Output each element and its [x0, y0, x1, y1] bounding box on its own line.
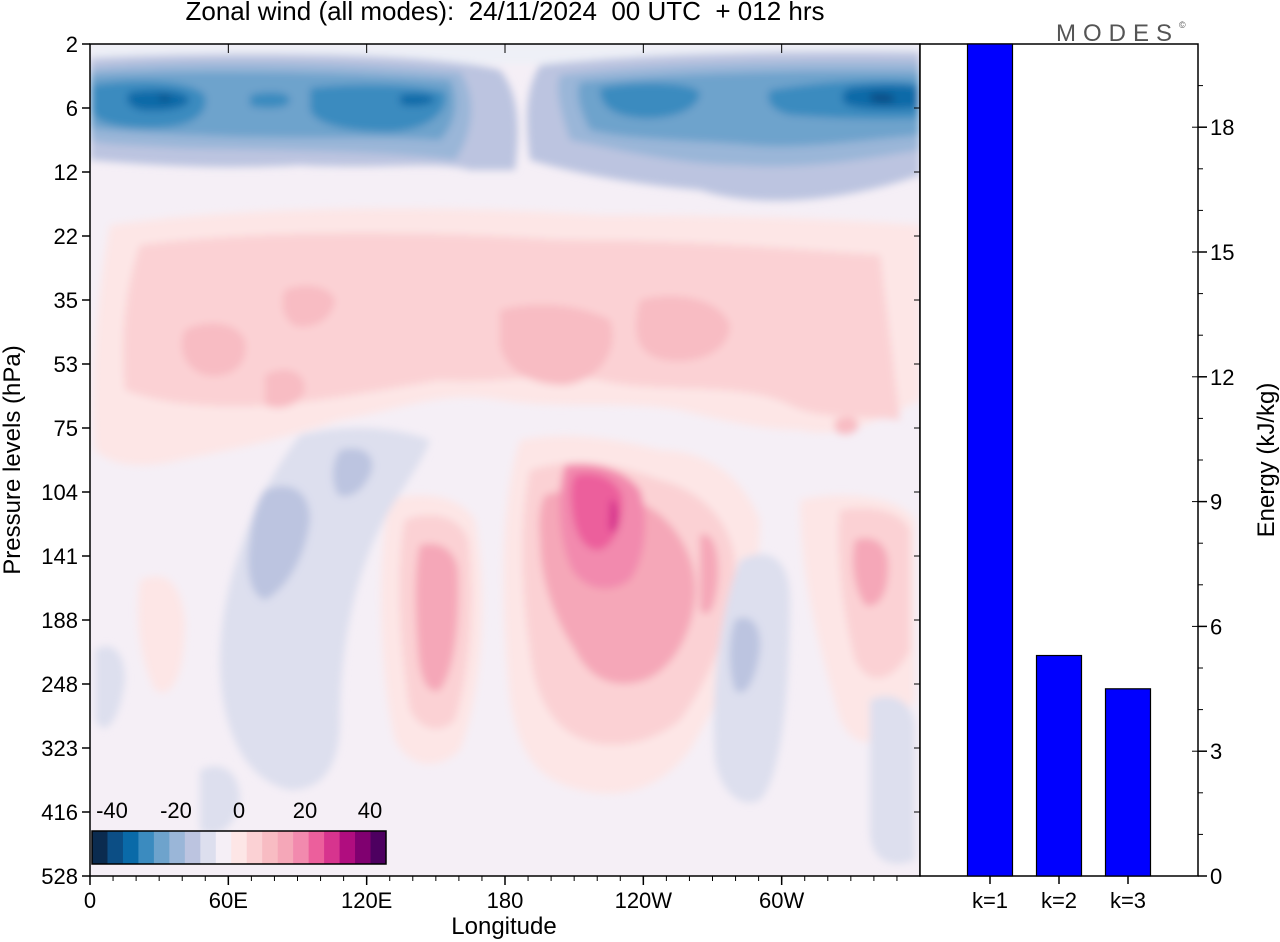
colorbar-swatch — [169, 831, 186, 864]
y-tick-label: 323 — [41, 736, 78, 761]
energy-bar — [1104, 688, 1152, 877]
x-tick-label: 120W — [615, 888, 673, 913]
heatmap-field — [90, 44, 920, 876]
y-tick-label: 188 — [41, 608, 78, 633]
pressure-axis: 2 6 12 22 35 53 75 104 141 188 248 323 416 528 — [41, 32, 920, 889]
colorbar-swatch — [355, 831, 372, 864]
colorbar-swatch — [246, 831, 263, 864]
energy-panel: k=1 k=2 k=3 0 3 6 9 12 15 18 Energy (kJ/kg) — [919, 43, 1280, 913]
y-tick-label: 22 — [54, 224, 78, 249]
energy-axis-title: Energy (kJ/kg) — [1253, 383, 1280, 538]
colorbar-swatch — [122, 831, 139, 864]
energy-tick-label: 9 — [1210, 490, 1222, 515]
y-tick-label: 53 — [54, 352, 78, 377]
colorbar-swatch — [370, 831, 387, 864]
colorbar-tick-label: -20 — [160, 798, 192, 823]
energy-tick-label: 3 — [1210, 739, 1222, 764]
energy-tick-label: 6 — [1210, 614, 1222, 639]
bar-category-label: k=1 — [972, 888, 1008, 913]
y-tick-label: 248 — [41, 672, 78, 697]
energy-bars: k=1 k=2 k=3 — [966, 43, 1152, 913]
energy-bar — [966, 43, 1014, 877]
x-tick-label: 0 — [84, 888, 96, 913]
colorbar-swatch — [308, 831, 325, 864]
colorbar-tick-label: 0 — [233, 798, 245, 823]
longitude-axis: 0 60E 120E 180 120W 60W — [84, 44, 898, 913]
colorbar-swatch — [184, 831, 201, 864]
heatmap-panel: -40 -20 0 20 40 261222355375104141188248… — [0, 32, 921, 940]
y-tick-label: 2 — [66, 32, 78, 57]
energy-bar — [1035, 654, 1083, 877]
x-tick-label: 60W — [759, 888, 804, 913]
field-trop-peak — [609, 499, 619, 533]
colorbar-swatch — [339, 831, 356, 864]
colorbar — [91, 830, 387, 865]
colorbar-swatch — [200, 831, 217, 864]
colorbar-tick-label: 20 — [293, 798, 317, 823]
colorbar-frame — [91, 830, 387, 865]
y-tick-label: 528 — [41, 864, 78, 889]
field-easterly-strong — [92, 80, 918, 132]
colorbar-tick-label: 40 — [358, 798, 382, 823]
chart-title: Zonal wind (all modes): 24/11/2024 00 UT… — [185, 0, 825, 26]
field-strat-strong — [181, 285, 859, 435]
field-trop-max — [571, 473, 623, 551]
bar-category-label: k=3 — [1110, 888, 1146, 913]
y-tick-label: 141 — [41, 544, 78, 569]
colorbar-swatch — [324, 831, 341, 864]
colorbar-swatch — [138, 831, 155, 864]
y-tick-label: 416 — [41, 800, 78, 825]
y-tick-label: 12 — [54, 160, 78, 185]
colorbar-swatch — [215, 831, 232, 864]
energy-tick-label: 15 — [1210, 240, 1234, 265]
y-tick-label: 6 — [66, 96, 78, 121]
colorbar-swatch — [92, 831, 108, 864]
copyright-mark: © — [1179, 20, 1186, 30]
energy-tick-label: 18 — [1210, 115, 1234, 140]
logo-text: MODES — [1056, 20, 1180, 47]
colorbar-labels: -40 -20 0 20 40 — [96, 798, 382, 823]
field-trop-strong — [415, 489, 889, 691]
colorbar-swatch — [231, 831, 248, 864]
colorbar-tick-label: -40 — [96, 798, 128, 823]
colorbar-swatch — [277, 831, 294, 864]
y-axis-title: Pressure levels (hPa) — [0, 345, 26, 574]
x-tick-label: 180 — [487, 888, 524, 913]
colorbar-swatch — [107, 831, 124, 864]
modes-logo: MODES© — [1056, 20, 1186, 48]
energy-tick-label: 12 — [1210, 365, 1234, 390]
energy-axis: 0 3 6 9 12 15 18 — [1192, 85, 1234, 889]
x-tick-label: 120E — [341, 888, 392, 913]
colorbar-swatch — [153, 831, 170, 864]
x-tick-label: 60E — [209, 888, 248, 913]
y-tick-label: 35 — [54, 288, 78, 313]
colorbar-swatch — [262, 831, 279, 864]
x-axis-title: Longitude — [451, 913, 556, 940]
y-tick-label: 104 — [41, 480, 78, 505]
y-tick-label: 75 — [54, 416, 78, 441]
bar-category-label: k=2 — [1041, 888, 1077, 913]
colorbar-swatch — [293, 831, 310, 864]
energy-tick-label: 0 — [1210, 864, 1222, 889]
field-easterly-core — [90, 71, 920, 147]
